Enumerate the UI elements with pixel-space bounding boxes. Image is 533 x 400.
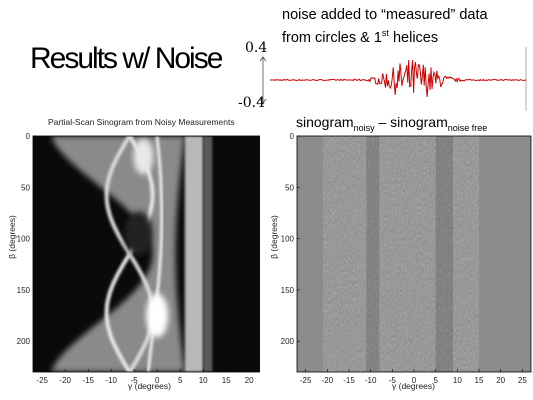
noise-ymax-label: 0.4 xyxy=(245,40,268,56)
right-ytick-label: 0 xyxy=(290,132,295,141)
noise-waveform-plot xyxy=(259,47,527,111)
slide-title: Results w/ Noise xyxy=(30,42,223,75)
left-xtick-label: -5 xyxy=(131,376,139,385)
right-xtick-label: 25 xyxy=(518,376,527,385)
left-ytick-label: 100 xyxy=(17,235,31,244)
noise-arrow-down xyxy=(259,98,267,104)
right-difference-plot: -25 -20 -15 -10 -5 0 5 10 15 20 25 0 50 100 150 200 xyxy=(281,132,532,385)
right-ytick-label: 50 xyxy=(285,183,294,192)
left-bright-blob xyxy=(146,293,169,338)
right-xtick-label: 5 xyxy=(433,376,438,385)
noise-caption-line2: from circles & 1st helices xyxy=(282,28,439,46)
right-ylabel: β (degrees) xyxy=(268,215,279,259)
left-xtick-label: 10 xyxy=(199,376,208,385)
right-ytick-label: 200 xyxy=(281,337,295,346)
right-ytick-label: 100 xyxy=(281,235,295,244)
left-xtick-label: -15 xyxy=(82,376,94,385)
noise-series-line xyxy=(273,59,527,97)
left-frame xyxy=(32,135,260,373)
right-xtick-label: -5 xyxy=(389,376,397,385)
right-xtick-label: 10 xyxy=(453,376,462,385)
right-noise-band-dark-2 xyxy=(435,136,453,372)
right-noise-texture xyxy=(336,136,466,372)
right-xtick-label: 15 xyxy=(475,376,484,385)
noise-arrow-up xyxy=(259,56,267,62)
left-ylabel: β (degrees) xyxy=(6,215,17,259)
right-xtick-label: -25 xyxy=(300,376,312,385)
right-xtick-label: -15 xyxy=(343,376,355,385)
left-trace-b xyxy=(104,136,155,372)
left-ytick-label: 150 xyxy=(17,286,31,295)
left-ytick-label: 200 xyxy=(17,337,31,346)
left-ytick-label: 50 xyxy=(21,183,30,192)
right-xtick-label: 0 xyxy=(412,376,417,385)
left-dark-blob xyxy=(124,211,153,256)
right-xlabel: γ (degrees) xyxy=(392,381,435,391)
left-plot-title: Partial-Scan Sinogram from Noisy Measure… xyxy=(48,117,235,127)
right-xtick-label: -10 xyxy=(365,376,377,385)
left-xtick-label: -20 xyxy=(59,376,71,385)
left-xtick-label: 15 xyxy=(222,376,231,385)
left-xlabel: γ (degrees) xyxy=(128,381,171,391)
noise-caption: noise added to “measured” data from circ… xyxy=(282,6,532,47)
left-bright-top xyxy=(133,138,154,175)
left-xtick-label: -10 xyxy=(105,376,117,385)
noise-ymin-label: -0.4 xyxy=(238,95,265,111)
left-xtick-label: 0 xyxy=(155,376,160,385)
left-vertical-band xyxy=(184,136,204,372)
left-vertical-band-edge xyxy=(203,136,213,372)
left-xtick-label: 20 xyxy=(245,376,254,385)
left-xtick-label: 5 xyxy=(178,376,183,385)
right-plot-title: sinogramnoisy – sinogramnoise free xyxy=(296,114,488,133)
right-xtick-label: 20 xyxy=(496,376,505,385)
right-ytick-label: 150 xyxy=(281,286,295,295)
left-xtick-label: -25 xyxy=(36,376,48,385)
noise-caption-line1: noise added to “measured” data xyxy=(282,7,488,23)
left-ytick-label: 0 xyxy=(26,132,31,141)
right-xtick-label: -20 xyxy=(322,376,334,385)
right-noise-band-dark xyxy=(366,136,380,372)
